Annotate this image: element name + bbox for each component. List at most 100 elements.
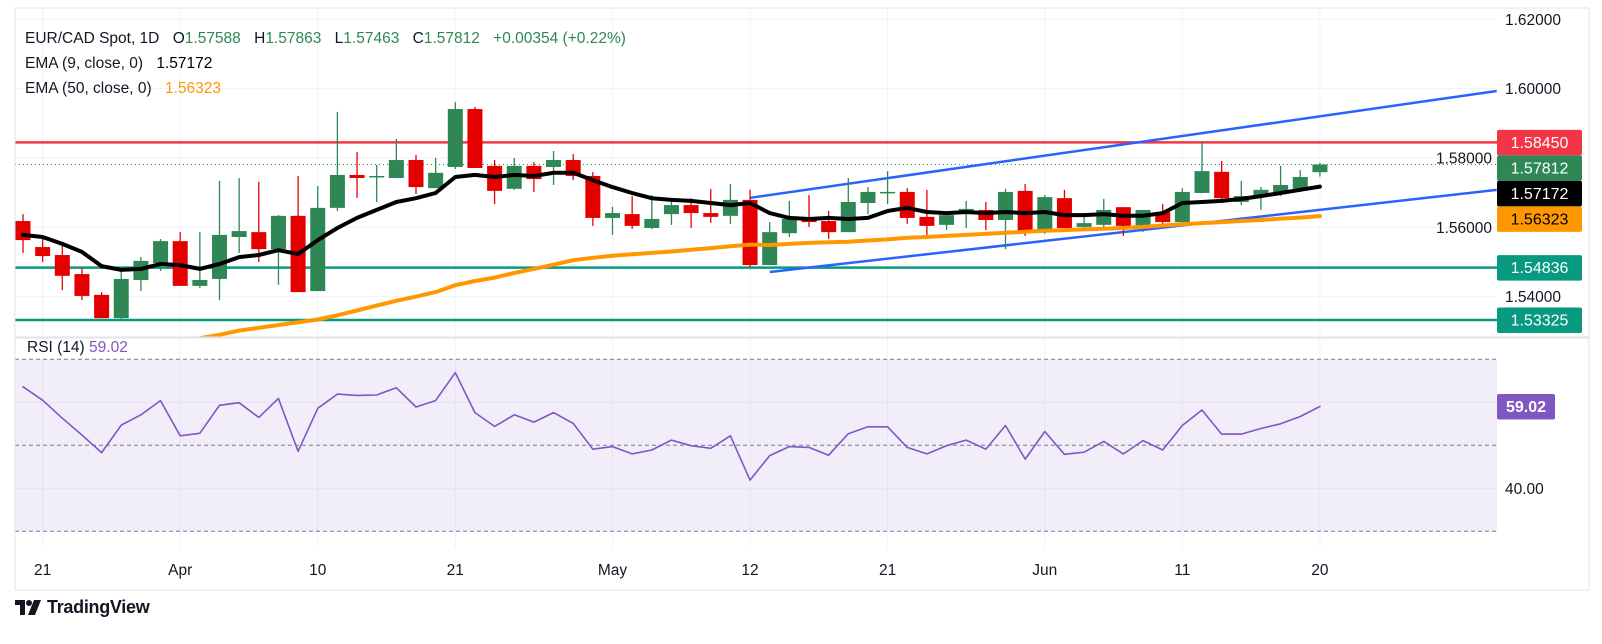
candle-body <box>192 279 208 286</box>
price-label-text: 1.58450 <box>1511 135 1569 152</box>
high-value: 1.57863 <box>265 30 322 47</box>
rsi-pane[interactable] <box>15 358 1497 532</box>
candle[interactable] <box>1174 188 1190 227</box>
candle-body <box>1312 164 1328 173</box>
candle-body <box>742 199 758 266</box>
symbol-title[interactable]: EUR/CAD Spot, 1D <box>25 30 160 47</box>
low-label: L <box>334 30 344 47</box>
candle-body <box>35 247 51 257</box>
rsi-line[interactable] <box>22 371 1321 481</box>
candle[interactable] <box>192 232 208 288</box>
rsi-value-box <box>1497 394 1555 420</box>
candle[interactable] <box>1017 183 1033 236</box>
candle[interactable] <box>408 154 424 194</box>
candle[interactable] <box>487 160 503 205</box>
price-label-badge: 1.53325 <box>1497 307 1582 334</box>
candle[interactable] <box>1214 161 1230 204</box>
candle[interactable] <box>880 171 896 205</box>
candle[interactable] <box>978 201 994 231</box>
ema50-legend[interactable]: EMA (50, close, 0) 1.56323 <box>25 76 626 101</box>
candle[interactable] <box>1233 180 1249 206</box>
candle-body <box>388 160 404 179</box>
candle-body <box>1273 184 1289 193</box>
rsi-label: RSI (14) <box>27 339 85 356</box>
candle[interactable] <box>821 210 837 240</box>
price-tick-label: 1.60000 <box>1505 81 1561 98</box>
candle[interactable] <box>1194 141 1210 193</box>
trendline[interactable] <box>769 188 1497 274</box>
tradingview-logo[interactable]: TradingView <box>15 597 150 618</box>
candle[interactable] <box>388 138 404 179</box>
price-tick-label: 1.62000 <box>1505 12 1561 29</box>
candle-body <box>113 278 129 319</box>
candle[interactable] <box>251 181 267 262</box>
candle-body <box>880 191 896 194</box>
candle-body <box>1037 197 1053 232</box>
rsi-value: 59.02 <box>89 339 128 356</box>
ema9-legend[interactable]: EMA (9, close, 0) 1.57172 <box>25 51 626 76</box>
candle-body <box>703 213 719 217</box>
candle-body <box>447 109 463 167</box>
time-tick-label: 20 <box>1311 562 1329 579</box>
candle[interactable] <box>231 178 247 253</box>
candle[interactable] <box>74 267 90 301</box>
candle[interactable] <box>801 195 817 227</box>
candle[interactable] <box>605 206 620 235</box>
candle[interactable] <box>840 178 856 233</box>
candle[interactable] <box>663 201 679 225</box>
candle[interactable] <box>113 270 129 319</box>
candle-body <box>310 207 326 292</box>
candle[interactable] <box>1037 195 1053 234</box>
price-pane[interactable] <box>15 89 1497 338</box>
candle[interactable] <box>54 243 70 291</box>
candle[interactable] <box>428 157 444 189</box>
candle[interactable] <box>958 200 974 228</box>
candle[interactable] <box>1253 187 1269 210</box>
trendline[interactable] <box>749 89 1497 200</box>
candle-body <box>231 231 247 237</box>
candle[interactable] <box>467 106 483 168</box>
candle[interactable] <box>172 232 188 286</box>
price-label-box <box>1497 155 1582 181</box>
candle[interactable] <box>35 238 51 262</box>
ema50-line[interactable] <box>198 214 1322 338</box>
candle[interactable] <box>644 195 660 230</box>
price-tick-label: 1.58000 <box>1436 150 1492 167</box>
price-tick-label: 1.54000 <box>1505 289 1561 306</box>
ema9-line[interactable] <box>21 170 1322 272</box>
candle[interactable] <box>546 151 562 185</box>
candle-body <box>781 218 797 234</box>
candle-body <box>1076 223 1092 227</box>
close-value: 1.57812 <box>423 30 480 47</box>
rsi-value-badge: 59.02 <box>1497 394 1555 420</box>
candle[interactable] <box>290 175 306 293</box>
price-label-badge: 1.54836 <box>1497 255 1582 281</box>
candle[interactable] <box>94 292 110 319</box>
candle-body <box>1214 171 1230 199</box>
time-tick-label: 21 <box>879 562 896 579</box>
candle[interactable] <box>703 189 719 223</box>
candle-body <box>683 205 699 214</box>
time-tick-label: May <box>598 562 628 579</box>
price-label-text: 1.57172 <box>1511 186 1569 203</box>
candle-body <box>1253 189 1269 197</box>
price-label-box <box>1497 206 1582 232</box>
candle[interactable] <box>369 164 385 202</box>
candle[interactable] <box>212 180 227 301</box>
candle-body <box>349 174 365 179</box>
candle[interactable] <box>624 196 640 230</box>
rsi-legend[interactable]: RSI (14) 59.02 <box>27 339 128 357</box>
candle[interactable] <box>998 188 1013 250</box>
price-tick-label: 1.56000 <box>1436 220 1492 237</box>
candle-body <box>605 213 620 218</box>
candle[interactable] <box>329 111 345 211</box>
candle[interactable] <box>447 102 463 170</box>
candle[interactable] <box>683 198 699 228</box>
candle[interactable] <box>349 152 365 198</box>
candle[interactable] <box>1056 189 1072 230</box>
candle[interactable] <box>133 257 149 292</box>
candle[interactable] <box>1312 162 1328 177</box>
axes: 1.62000 1.60000 1.58000 1.56000 1.54000 1.584… <box>14 7 1590 591</box>
candle[interactable] <box>860 187 876 215</box>
